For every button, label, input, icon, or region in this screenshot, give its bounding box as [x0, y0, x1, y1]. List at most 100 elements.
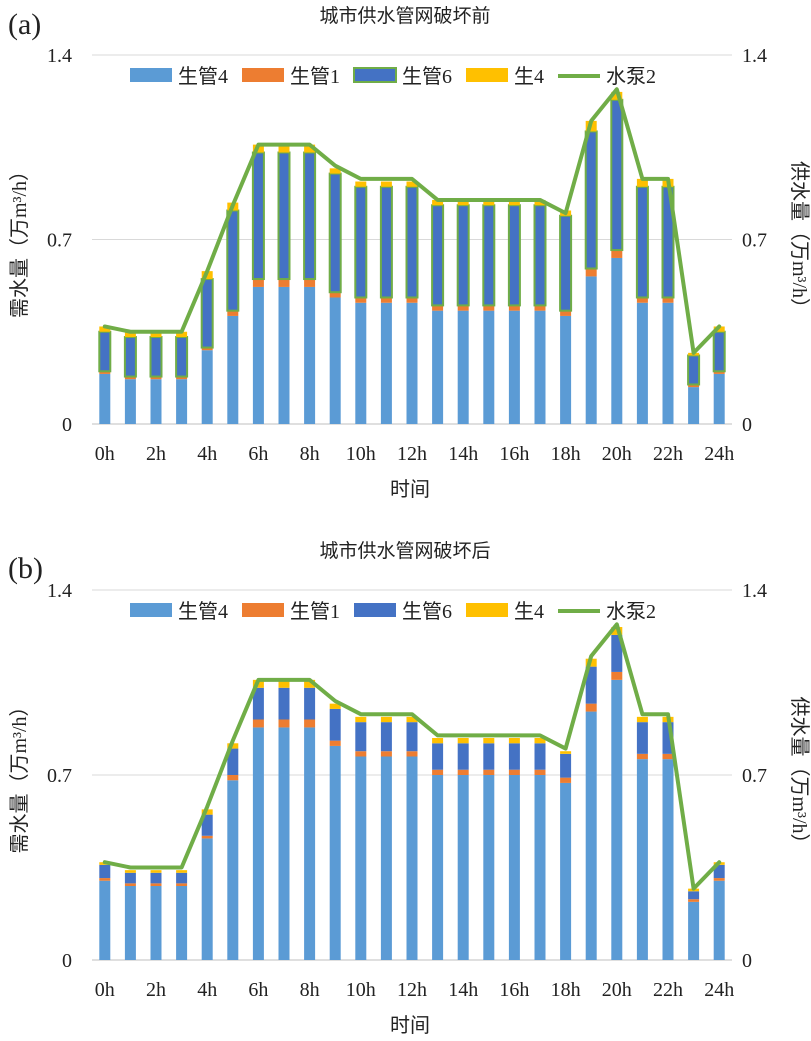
y-tick-label-right: 1.4: [742, 45, 767, 67]
bar-segment: [380, 181, 392, 187]
y-axis-title-left: 需水量（万m³/h）: [8, 161, 31, 318]
y-tick-label-right: 0.7: [742, 765, 767, 787]
x-tick-label: 20h: [602, 443, 632, 465]
bar-segment: [380, 302, 392, 424]
x-tick-label: 12h: [397, 979, 427, 1001]
bar-segment: [124, 872, 136, 884]
bar-segment: [278, 727, 290, 960]
bar-segment: [483, 743, 495, 770]
y-tick-label-left: 0: [62, 950, 72, 972]
bar-segment: [560, 777, 572, 783]
bar-segment: [150, 883, 162, 886]
bar-segment: [380, 756, 392, 960]
line-series: [102, 87, 722, 355]
bar-segment: [227, 775, 239, 781]
bar-segment: [227, 310, 239, 316]
bar-segment: [227, 748, 239, 775]
bar-segment: [278, 719, 290, 728]
y-axis-title-right: 供水量（万m³/h）: [788, 696, 811, 853]
bar-segment: [636, 759, 648, 960]
bar-segment: [176, 870, 188, 873]
bar-segment: [150, 872, 162, 884]
bar-segment: [355, 756, 367, 960]
panel-label: (a): [8, 8, 41, 41]
bar-segment: [278, 687, 290, 720]
bar-segment: [662, 297, 674, 303]
bar-segment: [560, 753, 572, 778]
bar-segment: [560, 315, 572, 424]
bar-segment: [99, 864, 111, 879]
bar-segment: [457, 199, 469, 206]
x-axis-title: 时间: [390, 1014, 430, 1037]
bar-segment: [150, 379, 162, 424]
y-tick-label-right: 1.4: [742, 580, 767, 602]
legend-swatch: [130, 68, 172, 82]
bar-segment: [482, 204, 496, 307]
x-tick-label: 4h: [197, 979, 217, 1001]
bar-segment: [662, 722, 674, 754]
bar-segment: [432, 743, 444, 770]
legend-label: 生管6: [402, 600, 452, 623]
bar-segment: [662, 753, 674, 760]
bar-segment: [713, 864, 725, 879]
y-tick-label-left: 1.4: [47, 580, 72, 602]
bar-segment: [712, 330, 726, 373]
bar-segment: [150, 870, 162, 873]
legend-swatch: [130, 603, 172, 617]
bar-segment: [456, 204, 470, 307]
bar-segment: [483, 310, 495, 424]
bar-segment: [559, 214, 573, 312]
x-tick-label: 22h: [653, 443, 683, 465]
legend-label: 生管4: [178, 65, 228, 88]
chart-title: 城市供水管网破坏后: [319, 540, 490, 562]
bar-segment: [483, 199, 495, 206]
legend-swatch: [466, 603, 508, 617]
bar-segment: [508, 199, 520, 206]
bar-segment: [508, 743, 520, 770]
bar-segment: [560, 751, 572, 754]
bar-segment: [611, 634, 623, 672]
bar-segment: [278, 144, 290, 153]
bar-segment: [432, 199, 444, 206]
bar-segment: [380, 722, 392, 752]
bar-segment: [329, 297, 341, 424]
legend-label: 生管1: [290, 600, 340, 623]
bar-segment: [457, 738, 469, 744]
bar-segment: [124, 376, 136, 380]
bar-segment: [406, 722, 418, 752]
x-tick-label: 14h: [448, 979, 478, 1001]
y-tick-label-right: 0: [742, 414, 752, 436]
x-tick-label: 20h: [602, 979, 632, 1001]
x-tick-label: 8h: [300, 443, 320, 465]
bar-segment: [304, 719, 316, 728]
y-tick-label-left: 1.4: [47, 45, 72, 67]
bar-segment: [636, 753, 648, 760]
bar-segment: [688, 901, 700, 960]
x-tick-label: 12h: [397, 443, 427, 465]
bar-segment: [124, 331, 136, 338]
bar-segment: [304, 727, 316, 960]
x-tick-label: 16h: [499, 979, 529, 1001]
x-tick-label: 2h: [146, 443, 166, 465]
bar-segment: [406, 302, 418, 424]
bar-segment: [432, 775, 444, 960]
bar-segment: [252, 687, 264, 720]
bar-segment: [662, 302, 674, 424]
bar-segment: [534, 305, 546, 311]
bar-segment: [457, 775, 469, 960]
panel-label: (b): [8, 552, 43, 585]
y-tick-label-left: 0: [62, 414, 72, 436]
legend-swatch: [242, 603, 284, 617]
bar-segment: [355, 722, 367, 752]
bar-segment: [508, 305, 520, 311]
bar-segment: [329, 708, 341, 741]
x-tick-label: 0h: [95, 979, 115, 1001]
bar-segment: [328, 172, 342, 294]
line-series: [102, 622, 722, 891]
bar-segment: [534, 775, 546, 960]
bar-segment: [406, 181, 418, 187]
y-axis-title-left: 需水量（万m³/h）: [8, 696, 31, 853]
chart-panel-b: (b) 城市供水管网破坏后 0 0 0.7 0.7 1.4 1.4 需水量（万m³/h） 供水量（…: [8, 540, 811, 1037]
legend-label: 生管1: [290, 65, 340, 88]
bar-segment: [508, 769, 520, 775]
